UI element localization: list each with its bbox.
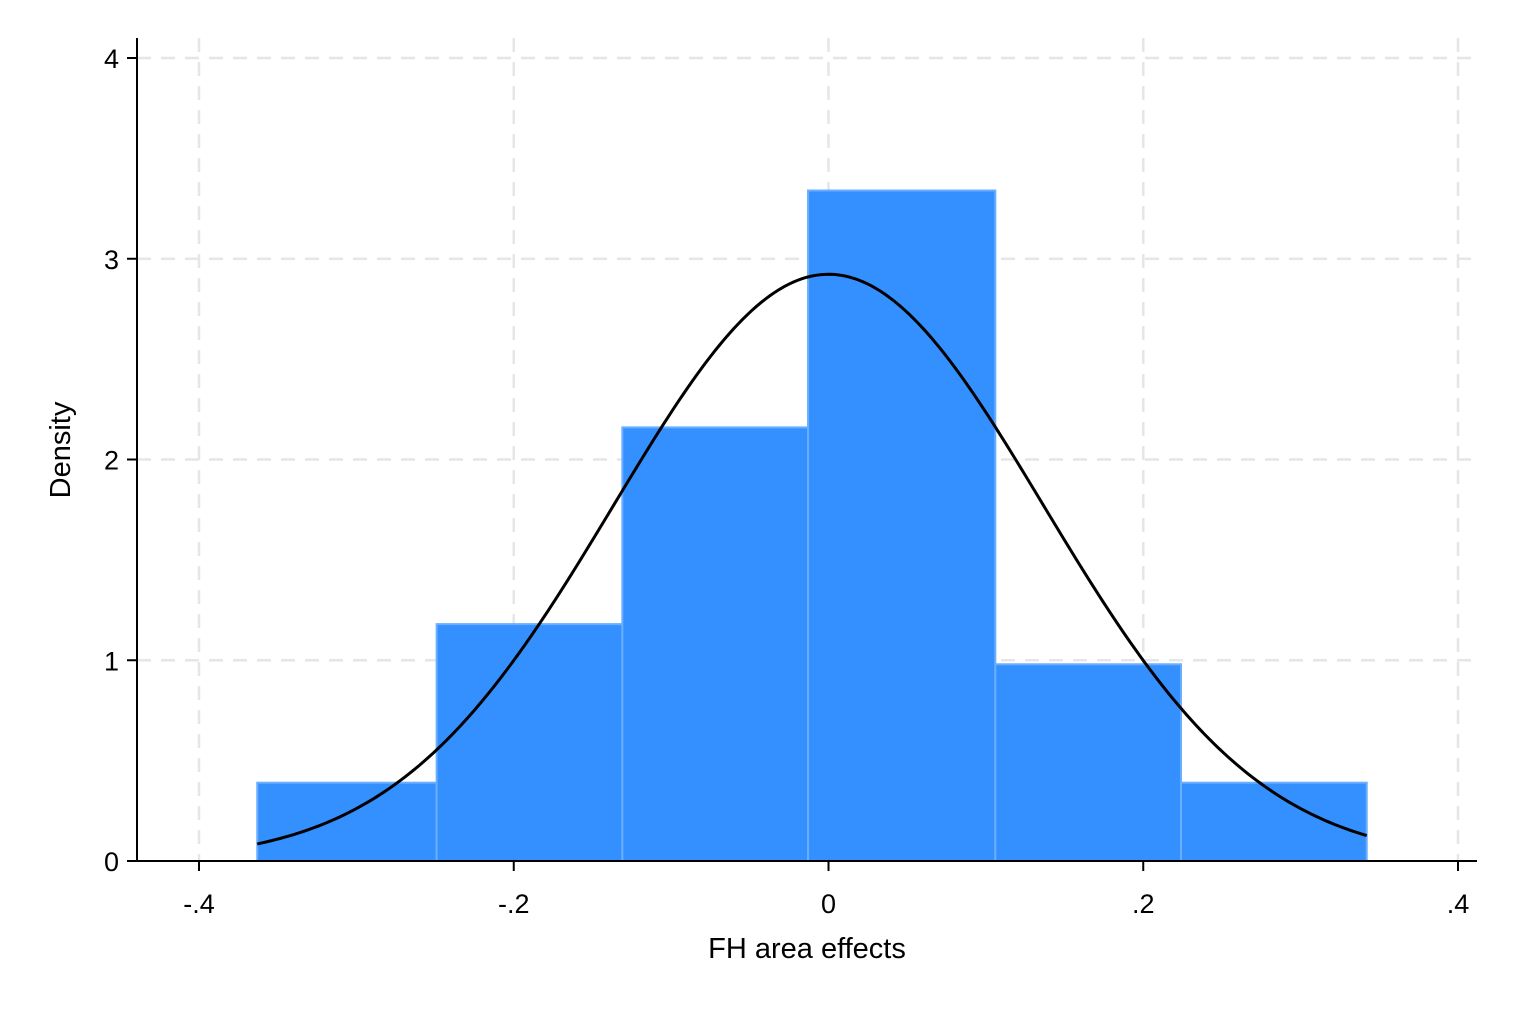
normal-density-curve-group xyxy=(256,272,1368,846)
x-tick-label: -.2 xyxy=(498,889,530,919)
histogram-bar xyxy=(994,663,1183,863)
y-tick-label: 4 xyxy=(104,44,119,74)
normal-density-curve xyxy=(256,272,1368,846)
x-tick-label: .2 xyxy=(1132,889,1155,919)
histogram-bar xyxy=(1180,781,1368,863)
histogram-bar xyxy=(435,623,624,862)
axes xyxy=(127,38,1477,871)
histogram-bar xyxy=(256,781,438,863)
y-axis-title: Density xyxy=(45,401,77,498)
y-tick-label: 1 xyxy=(104,646,119,676)
histogram-bar xyxy=(621,426,810,862)
x-tick-label: -.4 xyxy=(183,889,215,919)
histogram-bar xyxy=(807,189,997,862)
x-tick-label: .4 xyxy=(1447,889,1470,919)
y-tick-label: 0 xyxy=(104,847,119,877)
histogram-bars xyxy=(256,189,1368,863)
x-tick-label: 0 xyxy=(821,889,836,919)
y-tick-label: 2 xyxy=(104,446,119,476)
x-axis-title: FH area effects xyxy=(708,933,906,965)
y-tick-label: 3 xyxy=(104,245,119,275)
tick-labels: -.4 -.2 0 .2 .4 0 1 2 3 4 xyxy=(104,44,1469,919)
